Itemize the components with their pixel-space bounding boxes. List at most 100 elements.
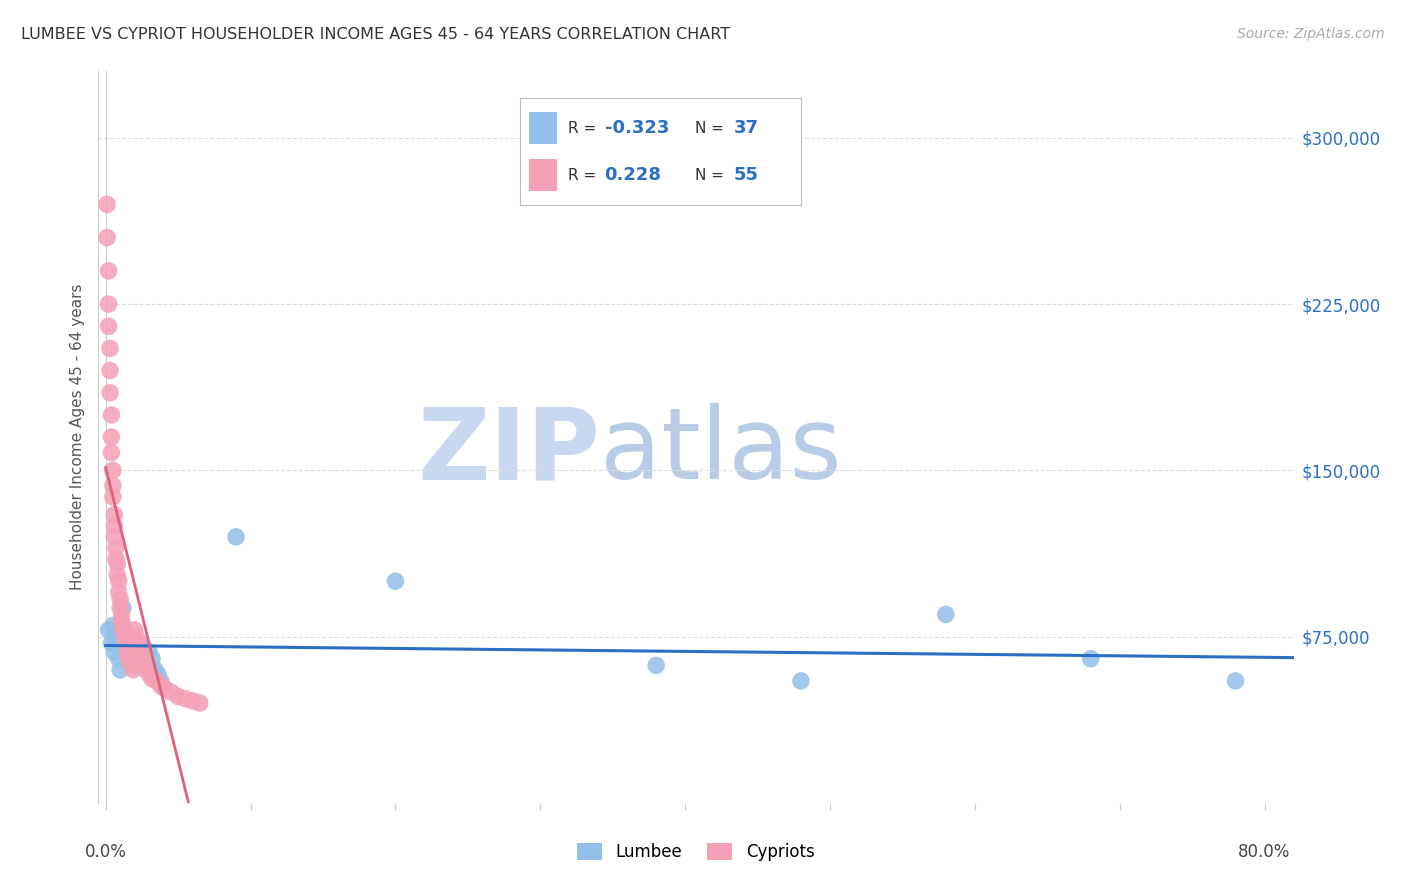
Point bbox=[112, 600, 135, 615]
Point bbox=[108, 591, 131, 606]
Point bbox=[104, 552, 127, 566]
Point bbox=[110, 607, 132, 622]
Point bbox=[117, 645, 139, 659]
Point bbox=[384, 574, 406, 589]
Point bbox=[110, 614, 132, 628]
Point bbox=[97, 623, 120, 637]
Point bbox=[138, 667, 160, 681]
Point bbox=[108, 663, 131, 677]
Point bbox=[138, 645, 160, 659]
Point bbox=[125, 630, 148, 644]
Point bbox=[103, 518, 125, 533]
Point bbox=[101, 463, 124, 477]
Point bbox=[107, 651, 129, 665]
Point bbox=[105, 557, 128, 571]
Point bbox=[118, 651, 141, 665]
Text: R =: R = bbox=[568, 168, 606, 183]
Point bbox=[188, 696, 211, 710]
Point bbox=[129, 636, 152, 650]
Point bbox=[124, 634, 146, 648]
Point bbox=[115, 634, 138, 648]
Point bbox=[131, 651, 153, 665]
Point bbox=[100, 430, 122, 444]
Point bbox=[97, 297, 120, 311]
Point bbox=[132, 651, 155, 665]
Point bbox=[149, 678, 172, 692]
Point bbox=[645, 658, 668, 673]
Point bbox=[100, 445, 122, 459]
Point bbox=[122, 663, 145, 677]
Point bbox=[118, 651, 141, 665]
Text: -0.323: -0.323 bbox=[605, 120, 669, 137]
Legend: Lumbee, Cypriots: Lumbee, Cypriots bbox=[571, 836, 821, 868]
Point bbox=[101, 490, 124, 504]
Point bbox=[100, 636, 122, 650]
Point bbox=[107, 574, 129, 589]
Point bbox=[120, 636, 142, 650]
Text: 55: 55 bbox=[734, 166, 759, 184]
Point bbox=[110, 614, 132, 628]
Point bbox=[122, 645, 145, 659]
Text: LUMBEE VS CYPRIOT HOUSEHOLDER INCOME AGES 45 - 64 YEARS CORRELATION CHART: LUMBEE VS CYPRIOT HOUSEHOLDER INCOME AGE… bbox=[21, 27, 730, 42]
Point bbox=[135, 658, 157, 673]
Point bbox=[121, 658, 143, 673]
Point bbox=[152, 681, 174, 695]
Y-axis label: Householder Income Ages 45 - 64 years: Householder Income Ages 45 - 64 years bbox=[69, 284, 84, 591]
Point bbox=[103, 645, 125, 659]
Point bbox=[143, 663, 166, 677]
Point bbox=[1080, 651, 1102, 665]
Point bbox=[145, 673, 167, 688]
Point bbox=[103, 530, 125, 544]
Point bbox=[105, 567, 128, 582]
Text: ZIP: ZIP bbox=[418, 403, 600, 500]
Point bbox=[97, 264, 120, 278]
Point bbox=[128, 640, 150, 655]
Point bbox=[146, 667, 169, 681]
Point bbox=[125, 651, 148, 665]
Point bbox=[112, 623, 135, 637]
Point bbox=[117, 640, 139, 655]
Point bbox=[160, 685, 183, 699]
Point bbox=[1225, 673, 1247, 688]
Point bbox=[131, 645, 153, 659]
Text: 0.228: 0.228 bbox=[605, 166, 662, 184]
Point bbox=[115, 636, 138, 650]
Point bbox=[167, 690, 190, 704]
Point bbox=[129, 645, 152, 659]
FancyBboxPatch shape bbox=[529, 112, 557, 145]
Text: atlas: atlas bbox=[600, 403, 842, 500]
Point bbox=[98, 342, 121, 356]
Point bbox=[120, 656, 142, 670]
Point bbox=[152, 681, 174, 695]
Point bbox=[112, 618, 135, 632]
Point bbox=[97, 319, 120, 334]
FancyBboxPatch shape bbox=[529, 159, 557, 191]
Point bbox=[100, 408, 122, 422]
Point bbox=[114, 630, 136, 644]
Point bbox=[135, 663, 157, 677]
Text: 37: 37 bbox=[734, 120, 759, 137]
Point bbox=[104, 541, 127, 555]
Point bbox=[174, 691, 197, 706]
Point bbox=[105, 634, 128, 648]
Point bbox=[127, 634, 149, 648]
Point bbox=[141, 651, 163, 665]
Point bbox=[101, 479, 124, 493]
Point bbox=[96, 197, 118, 211]
Point bbox=[103, 508, 125, 522]
Point bbox=[132, 656, 155, 670]
Point bbox=[96, 230, 118, 244]
Point bbox=[127, 658, 149, 673]
Text: 0.0%: 0.0% bbox=[84, 843, 127, 861]
Point bbox=[935, 607, 957, 622]
Point bbox=[225, 530, 247, 544]
Text: N =: N = bbox=[695, 120, 728, 136]
Point bbox=[107, 585, 129, 599]
Point bbox=[149, 673, 172, 688]
Point bbox=[114, 623, 136, 637]
Point bbox=[124, 623, 146, 637]
Point bbox=[790, 673, 813, 688]
Text: 80.0%: 80.0% bbox=[1239, 843, 1291, 861]
Point bbox=[117, 645, 139, 659]
Point bbox=[141, 672, 163, 686]
